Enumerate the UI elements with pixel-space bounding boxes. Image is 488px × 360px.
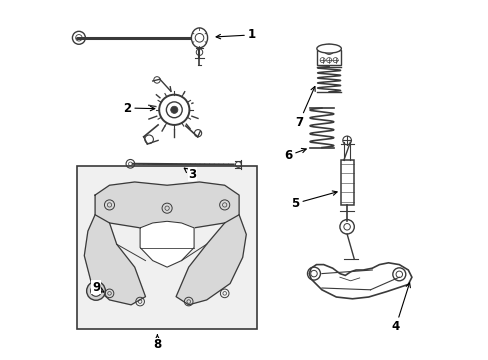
Circle shape	[86, 282, 105, 300]
Text: 1: 1	[216, 28, 255, 41]
Polygon shape	[140, 221, 194, 267]
Text: 5: 5	[291, 191, 336, 210]
Circle shape	[90, 285, 101, 296]
Bar	[316, 50, 341, 65]
Text: 6: 6	[284, 148, 305, 162]
Ellipse shape	[316, 44, 341, 53]
Circle shape	[93, 288, 98, 293]
Polygon shape	[84, 215, 145, 305]
Ellipse shape	[191, 28, 207, 48]
Text: 8: 8	[153, 335, 161, 351]
Text: 2: 2	[123, 102, 155, 114]
Text: 9: 9	[92, 281, 104, 294]
Text: 7: 7	[295, 86, 314, 129]
Bar	[340, 160, 353, 205]
Text: 4: 4	[391, 283, 409, 333]
Text: 3: 3	[184, 168, 196, 181]
Bar	[77, 166, 257, 329]
Circle shape	[170, 106, 178, 113]
Polygon shape	[176, 215, 246, 305]
Polygon shape	[95, 182, 239, 231]
